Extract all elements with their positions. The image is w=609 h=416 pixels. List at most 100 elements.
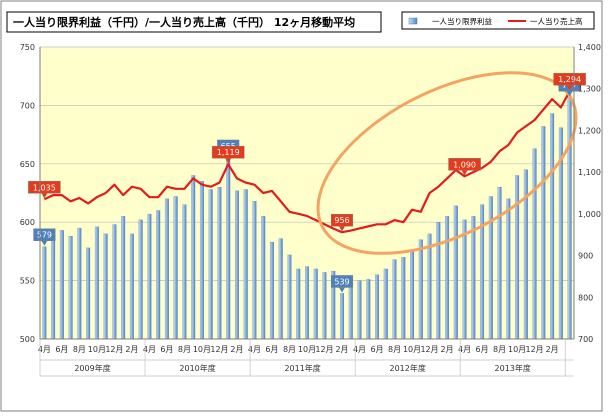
- y-right-tick-label: 800: [578, 293, 593, 302]
- bar: [506, 198, 511, 340]
- callout-label: 579: [37, 231, 52, 240]
- x-month-label: 12月: [105, 345, 123, 354]
- x-month-label: 6月: [370, 345, 383, 354]
- bar: [532, 148, 537, 340]
- bar: [462, 219, 467, 340]
- bar: [305, 266, 309, 340]
- bar: [313, 268, 318, 340]
- y-left-tick-label: 650: [20, 160, 35, 169]
- y-left-tick-label: 750: [20, 43, 35, 52]
- callout-label: 1,035: [33, 183, 56, 192]
- bar: [287, 254, 292, 340]
- legend-bar-swatch: [408, 17, 418, 25]
- y-right-tick-label: 1,300: [578, 85, 601, 94]
- bar: [191, 175, 196, 340]
- bar: [208, 189, 213, 340]
- x-year-label: 2012年度: [389, 363, 425, 373]
- bar: [173, 196, 178, 340]
- callout-pointer: [566, 85, 573, 91]
- x-month-label: 2月: [441, 345, 454, 354]
- y-left-tick-label: 500: [20, 335, 35, 344]
- callout-box: [28, 181, 61, 194]
- bar: [121, 216, 126, 340]
- bar: [252, 201, 257, 340]
- y-right-tick-label: 900: [578, 252, 593, 261]
- x-month-label: 4月: [458, 345, 471, 354]
- x-month-label: 6月: [160, 345, 173, 354]
- x-month-label: 2月: [335, 345, 348, 354]
- bar: [269, 241, 274, 340]
- bar: [401, 257, 406, 340]
- legend-line-label: 一人当り売上高: [530, 16, 583, 26]
- x-month-label: 10月: [508, 345, 526, 354]
- x-month-label: 2月: [125, 345, 138, 354]
- callout-box: [448, 158, 481, 171]
- callout-label: 539: [334, 277, 349, 286]
- bar: [366, 279, 371, 340]
- y-right-tick-label: 700: [578, 335, 593, 344]
- y-right-tick-label: 1,400: [578, 43, 601, 52]
- bar: [138, 219, 143, 340]
- bar: [129, 233, 134, 340]
- bar: [226, 157, 231, 340]
- bar: [497, 187, 502, 340]
- grid-lines: [40, 46, 574, 281]
- x-year-label: 2010年度: [179, 363, 215, 373]
- x-month-label: 12月: [526, 345, 544, 354]
- axes: 500 550 600 650 700 750 700 800 900 1,000 1,100 1,2…: [20, 43, 601, 377]
- bar: [164, 198, 169, 340]
- bar: [68, 236, 73, 340]
- bar-series: [42, 97, 572, 340]
- callout-pointer: [225, 158, 232, 164]
- x-month-label: 8月: [283, 345, 296, 354]
- x-month-label: 6月: [476, 345, 489, 354]
- x-month-label: 4月: [248, 345, 261, 354]
- bar: [515, 175, 520, 340]
- x-month-label: 8月: [493, 345, 506, 354]
- x-month-label: 4月: [143, 345, 156, 354]
- x-year-label: 2013年度: [495, 363, 531, 373]
- bar: [234, 190, 239, 340]
- bar: [199, 181, 204, 340]
- x-month-label: 4月: [38, 345, 51, 354]
- y-right-tick-label: 1,000: [578, 210, 601, 219]
- y-right-tick-label: 1,100: [578, 168, 601, 177]
- bar: [392, 259, 397, 340]
- x-month-label: 8月: [73, 345, 86, 354]
- x-month-label: 8月: [388, 345, 401, 354]
- callout-pointer: [566, 91, 573, 97]
- bar: [471, 216, 476, 340]
- bar: [488, 196, 493, 340]
- chart-title: 一人当り限界利益（千円）/一人当り売上高（千円） 12ヶ月移動平均: [13, 15, 355, 29]
- x-month-label: 2月: [546, 345, 559, 354]
- bar: [322, 272, 327, 340]
- bar: [445, 216, 450, 340]
- x-year-label: 2009年度: [74, 363, 110, 373]
- x-month-label: 2月: [230, 345, 243, 354]
- bar: [296, 268, 301, 340]
- callout-box: [553, 72, 586, 86]
- callout-pointer: [339, 287, 346, 293]
- x-month-label: 8月: [178, 345, 191, 354]
- bar: [436, 222, 441, 340]
- bar: [112, 224, 117, 340]
- callout-pointer: [339, 226, 346, 232]
- bar: [278, 238, 283, 340]
- y-left-tick-label: 550: [20, 277, 35, 286]
- bar: [42, 246, 47, 340]
- legend-box: [401, 11, 595, 30]
- callout-pointer: [41, 193, 48, 199]
- x-month-label: 10月: [193, 345, 211, 354]
- x-month-label: 12月: [210, 345, 228, 354]
- x-month-label: 10月: [403, 345, 421, 354]
- x-month-label: 6月: [55, 345, 68, 354]
- bar: [103, 233, 108, 340]
- x-month-label: 4月: [353, 345, 366, 354]
- callout-pointer: [41, 240, 48, 246]
- legend: 一人当り限界利益 一人当り売上高: [401, 11, 595, 30]
- bar: [261, 216, 266, 340]
- title-box: [6, 11, 382, 33]
- callout-box: [330, 275, 354, 288]
